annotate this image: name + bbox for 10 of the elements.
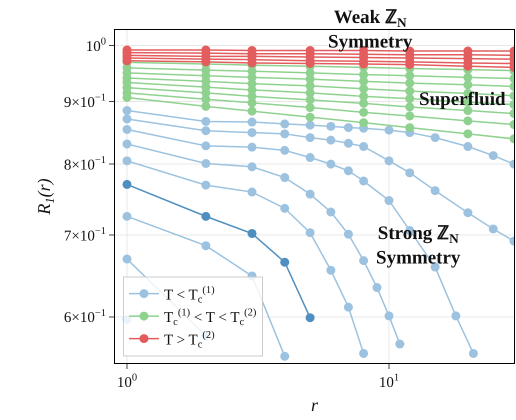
y-tick-label: 8×10$^{−1}$ — [64, 155, 106, 174]
annotation: Superfluid — [419, 89, 506, 110]
y-tick-label: 10$^{0}$ — [86, 36, 106, 55]
x-axis-title: r — [310, 395, 319, 416]
x-tick-label: 10$^{1}$ — [378, 372, 400, 391]
annotation: Weak ℤ$_{N}$ Symmetry — [328, 7, 413, 53]
y-tick-label: 9×10$^{−1}$ — [64, 92, 106, 111]
annotation: Strong ℤ$_{N}$ Symmetry — [376, 223, 461, 269]
y-tick-label: 7×10$^{−1}$ — [64, 226, 106, 244]
y-tick-label: 6×10$^{−1}$ — [64, 308, 106, 326]
